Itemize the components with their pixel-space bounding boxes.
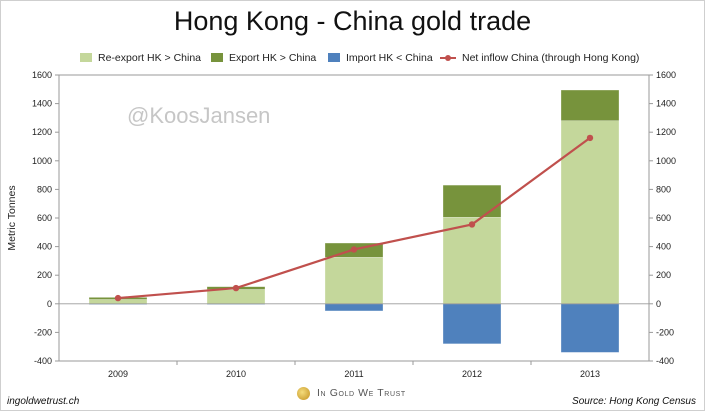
site-url: ingoldwetrust.ch bbox=[7, 396, 80, 407]
y-tick-label: 1400 bbox=[32, 99, 52, 109]
net-inflow-point bbox=[586, 134, 594, 142]
net-inflow-point bbox=[232, 284, 240, 292]
x-tick-label: 2009 bbox=[108, 369, 128, 379]
net-inflow-point bbox=[114, 294, 122, 302]
bar-import bbox=[324, 303, 384, 312]
x-tick-label: 2013 bbox=[580, 369, 600, 379]
bar-import bbox=[442, 303, 502, 345]
y-tick-label: 800 bbox=[37, 184, 52, 194]
source-note: Source: Hong Kong Census bbox=[572, 396, 696, 407]
bar-reexport bbox=[324, 257, 384, 305]
chart-title: Hong Kong - China gold trade bbox=[173, 6, 532, 36]
y-tick-label: 600 bbox=[37, 213, 52, 223]
gold-coin-icon bbox=[297, 387, 310, 400]
x-tick-label: 2011 bbox=[344, 369, 363, 379]
y2-tick-label: -200 bbox=[656, 327, 674, 337]
bar-reexport bbox=[560, 120, 620, 305]
y2-tick-label: 600 bbox=[656, 213, 671, 223]
y2-tick-label: 1600 bbox=[656, 70, 676, 80]
y-tick-label: -400 bbox=[34, 356, 52, 366]
net-inflow-point bbox=[468, 221, 476, 228]
legend-label-net-inflow: Net inflow China (through Hong Kong) bbox=[462, 52, 640, 64]
y2-tick-label: -400 bbox=[656, 356, 674, 366]
legend-swatch-reexport bbox=[80, 53, 92, 62]
y-tick-label: 0 bbox=[47, 299, 52, 309]
watermark: @KoosJansen bbox=[127, 103, 271, 128]
y2-tick-label: 800 bbox=[656, 184, 671, 194]
y-tick-label: 1000 bbox=[32, 156, 52, 166]
legend-swatch-import bbox=[328, 53, 340, 62]
y-tick-label: 1600 bbox=[32, 70, 52, 80]
net-inflow-point bbox=[350, 246, 358, 253]
x-tick-label: 2012 bbox=[462, 369, 482, 379]
y-tick-label: 400 bbox=[37, 242, 52, 252]
y2-tick-label: 1000 bbox=[656, 156, 676, 166]
bar-export bbox=[560, 89, 620, 122]
bar-reexport bbox=[206, 289, 266, 305]
legend-label-reexport: Re-export HK > China bbox=[98, 52, 202, 64]
legend-swatch-export bbox=[211, 53, 223, 62]
y-tick-label: 1200 bbox=[32, 127, 52, 137]
bar-export bbox=[442, 184, 502, 218]
brand-name: In Gold We Trust bbox=[317, 387, 406, 399]
bar-reexport bbox=[442, 217, 502, 305]
x-tick-label: 2010 bbox=[226, 369, 246, 379]
legend-label-export: Export HK > China bbox=[229, 52, 317, 64]
y-tick-label: -200 bbox=[34, 327, 52, 337]
legend-line-marker-icon bbox=[440, 55, 456, 61]
legend: Re-export HK > China Export HK > China I… bbox=[0, 50, 705, 66]
y2-tick-label: 0 bbox=[656, 299, 661, 309]
y2-tick-label: 1200 bbox=[656, 127, 676, 137]
bar-import bbox=[560, 303, 620, 353]
y2-tick-label: 1400 bbox=[656, 99, 676, 109]
legend-label-import: Import HK < China bbox=[346, 52, 433, 64]
y2-tick-label: 200 bbox=[656, 270, 671, 280]
y-tick-label: 200 bbox=[37, 270, 52, 280]
y2-tick-label: 400 bbox=[656, 242, 671, 252]
y-axis-label: Metric Tonnes bbox=[6, 185, 18, 251]
